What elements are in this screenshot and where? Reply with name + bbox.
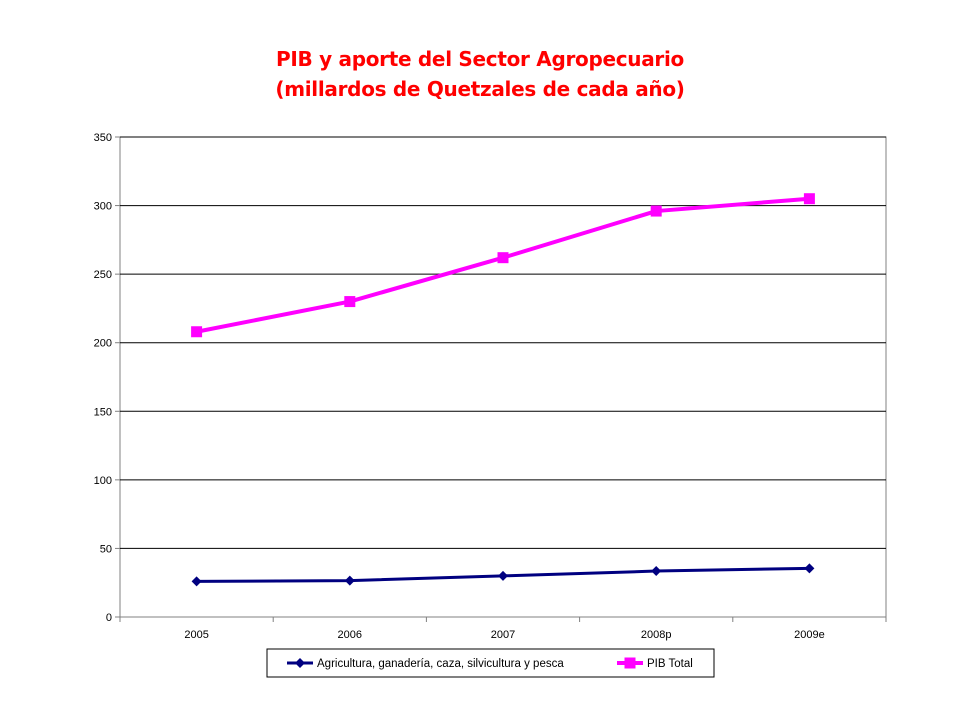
series-2-point (497, 252, 509, 264)
series-2-point (803, 193, 815, 205)
y-tick-label: 0 (106, 612, 112, 624)
legend-swatch-marker-1 (295, 658, 305, 668)
legend-swatch-marker-2 (624, 657, 636, 669)
legend-label-1: Agricultura, ganadería, caza, silvicultu… (317, 658, 564, 670)
series-2-point (650, 205, 662, 217)
series-1-point (804, 563, 815, 574)
series-1-point (498, 570, 508, 581)
chart-title: PIB y aporte del Sector Agropecuario (mi… (0, 44, 960, 104)
y-tick-label: 350 (94, 132, 112, 144)
y-tick-label: 150 (94, 406, 112, 418)
series-1-point (651, 566, 662, 577)
chart-title-line-1: PIB y aporte del Sector Agropecuario (276, 47, 684, 71)
series-2-point (344, 296, 356, 308)
series-2-point (191, 326, 203, 338)
y-tick-label: 200 (94, 338, 112, 350)
legend-label-2: PIB Total (647, 658, 693, 670)
x-tick-label: 2007 (491, 629, 515, 641)
y-tick-label: 100 (94, 475, 112, 487)
series-1-point (191, 576, 202, 587)
chart-title-line-2: (millardos de Quetzales de cada año) (275, 77, 685, 101)
x-tick-label: 2005 (184, 629, 208, 641)
y-tick-label: 300 (94, 201, 112, 213)
y-tick-label: 250 (94, 269, 112, 281)
series-1-point (344, 575, 355, 586)
plot-area (119, 136, 887, 618)
x-tick-label: 2009e (794, 629, 825, 641)
y-tick-label: 50 (100, 543, 112, 555)
x-tick-label: 2006 (338, 629, 362, 641)
x-tick-label: 2008p (641, 629, 672, 641)
